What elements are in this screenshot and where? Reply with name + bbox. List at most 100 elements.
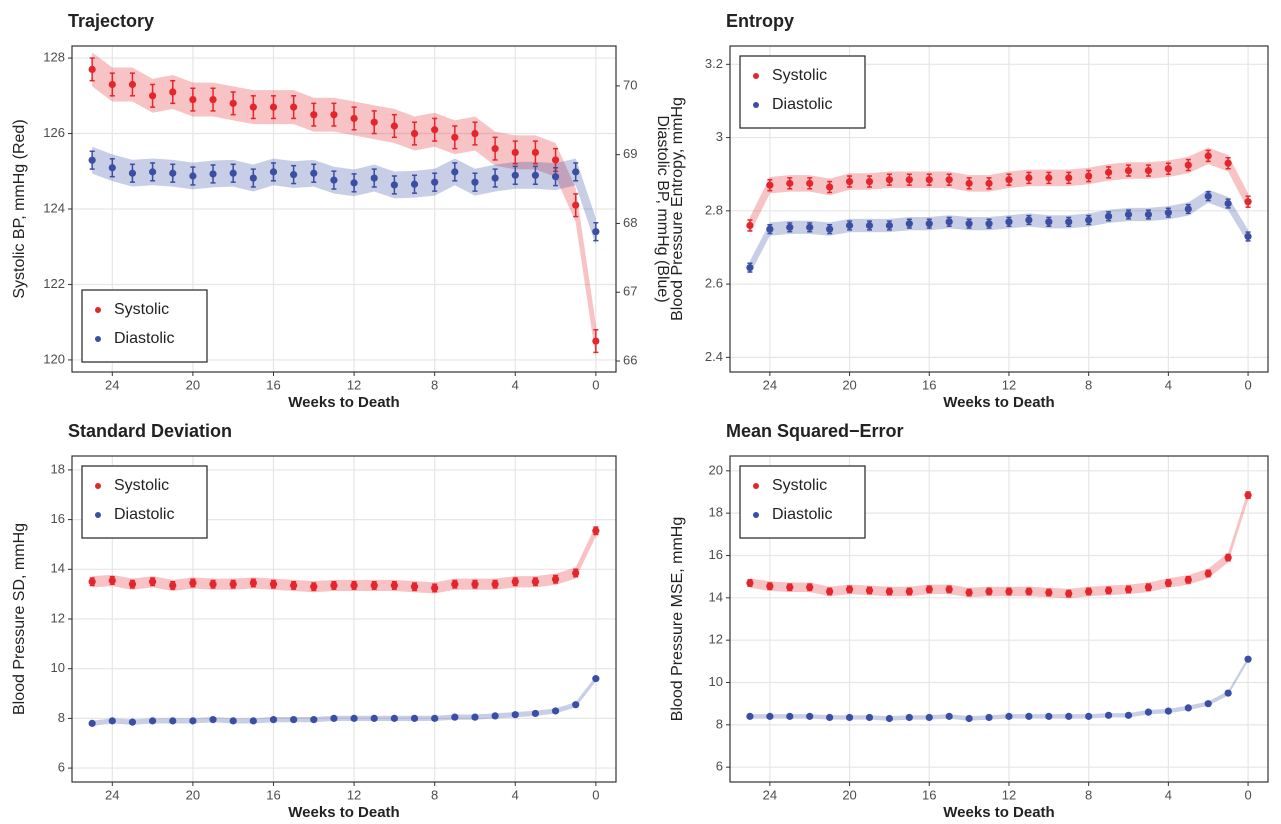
point xyxy=(905,220,913,228)
point xyxy=(511,148,519,157)
point xyxy=(269,103,278,111)
confidence-band xyxy=(92,525,596,594)
point xyxy=(108,80,116,89)
x-tick-label: 12 xyxy=(1002,787,1016,802)
point xyxy=(965,714,973,723)
point xyxy=(370,118,378,126)
legend-label: Diastolic xyxy=(114,330,174,347)
x-tick-label: 4 xyxy=(512,787,519,802)
point xyxy=(531,171,540,179)
point xyxy=(965,588,973,597)
point xyxy=(148,578,157,586)
chart-title: Mean Squared−Error xyxy=(726,421,904,441)
y2-tick-label: 69 xyxy=(623,146,637,161)
point xyxy=(88,719,96,727)
x-axis-label: Weeks to Death xyxy=(943,394,1054,411)
point xyxy=(410,583,419,591)
point xyxy=(985,220,993,228)
legend: Systolic Diastolic xyxy=(739,465,866,539)
legend-label: Diastolic xyxy=(772,506,832,523)
point xyxy=(1005,218,1013,226)
point xyxy=(1184,205,1192,213)
x-tick-label: 16 xyxy=(922,377,936,392)
point xyxy=(1244,232,1252,241)
point xyxy=(189,95,197,104)
point xyxy=(431,584,439,592)
point xyxy=(985,587,993,596)
legend-swatch xyxy=(95,512,101,518)
point xyxy=(1244,491,1252,499)
point xyxy=(865,713,874,722)
point xyxy=(746,221,754,230)
point xyxy=(88,156,96,164)
x-tick-label: 20 xyxy=(186,377,200,392)
point xyxy=(1244,655,1252,663)
point xyxy=(1045,588,1053,597)
point xyxy=(310,169,318,177)
y-tick-label: 120 xyxy=(43,351,65,366)
point xyxy=(350,581,358,590)
y-axis-label: Blood Pressure SD, mmHg xyxy=(11,523,28,715)
legend: Systolic Diastolic xyxy=(739,55,866,129)
x-tick-label: 20 xyxy=(842,377,856,392)
point xyxy=(945,176,953,184)
point xyxy=(531,578,540,586)
y-tick-label: 6 xyxy=(716,759,723,774)
point xyxy=(431,178,439,186)
point xyxy=(885,221,894,230)
point xyxy=(1005,712,1013,720)
y-tick-label: 128 xyxy=(43,50,65,65)
x-tick-label: 24 xyxy=(763,377,777,392)
point xyxy=(1144,210,1153,219)
point xyxy=(350,114,358,123)
point xyxy=(806,583,814,591)
point xyxy=(169,581,177,590)
point xyxy=(1005,176,1013,184)
point xyxy=(431,714,439,722)
point xyxy=(925,585,933,593)
point xyxy=(786,179,794,187)
x-tick-label: 4 xyxy=(1165,377,1172,392)
point xyxy=(330,581,338,590)
point xyxy=(290,581,298,590)
point xyxy=(572,201,580,209)
legend-label: Diastolic xyxy=(772,96,832,113)
point xyxy=(1184,704,1192,712)
chart-title: Entropy xyxy=(726,11,794,31)
point xyxy=(1124,210,1133,219)
y-tick-label: 10 xyxy=(51,660,65,675)
point xyxy=(1224,199,1232,208)
x-tick-label: 16 xyxy=(266,377,280,392)
point xyxy=(746,712,754,720)
point xyxy=(249,717,257,725)
point xyxy=(1085,172,1093,180)
point xyxy=(350,714,358,722)
point xyxy=(1204,152,1212,160)
point xyxy=(189,717,197,725)
point xyxy=(310,716,318,724)
point xyxy=(390,122,398,130)
point xyxy=(410,180,419,188)
y-tick-label: 126 xyxy=(43,125,65,140)
point xyxy=(471,713,479,721)
point xyxy=(551,156,560,164)
point xyxy=(148,717,157,725)
point xyxy=(1085,216,1093,224)
point xyxy=(451,580,459,588)
plot-border xyxy=(71,455,617,783)
point xyxy=(945,218,953,226)
point xyxy=(1224,554,1232,562)
y-tick-label: 18 xyxy=(51,461,65,476)
point xyxy=(826,183,834,191)
point xyxy=(330,714,338,722)
panel: 6 8 10 12 14 16 18 24 20 16 12 8 4 0 Standard Deviatio… xyxy=(11,421,617,821)
point xyxy=(511,711,519,719)
point xyxy=(1164,165,1172,173)
point xyxy=(471,178,479,186)
confidence-band xyxy=(92,676,596,726)
panel: 2.4 2.6 2.8 3 3.2 24 20 16 12 8 4 0 Entropy Weeks to … xyxy=(669,11,1269,411)
point xyxy=(310,111,318,119)
point xyxy=(1184,161,1192,169)
point xyxy=(370,174,378,182)
